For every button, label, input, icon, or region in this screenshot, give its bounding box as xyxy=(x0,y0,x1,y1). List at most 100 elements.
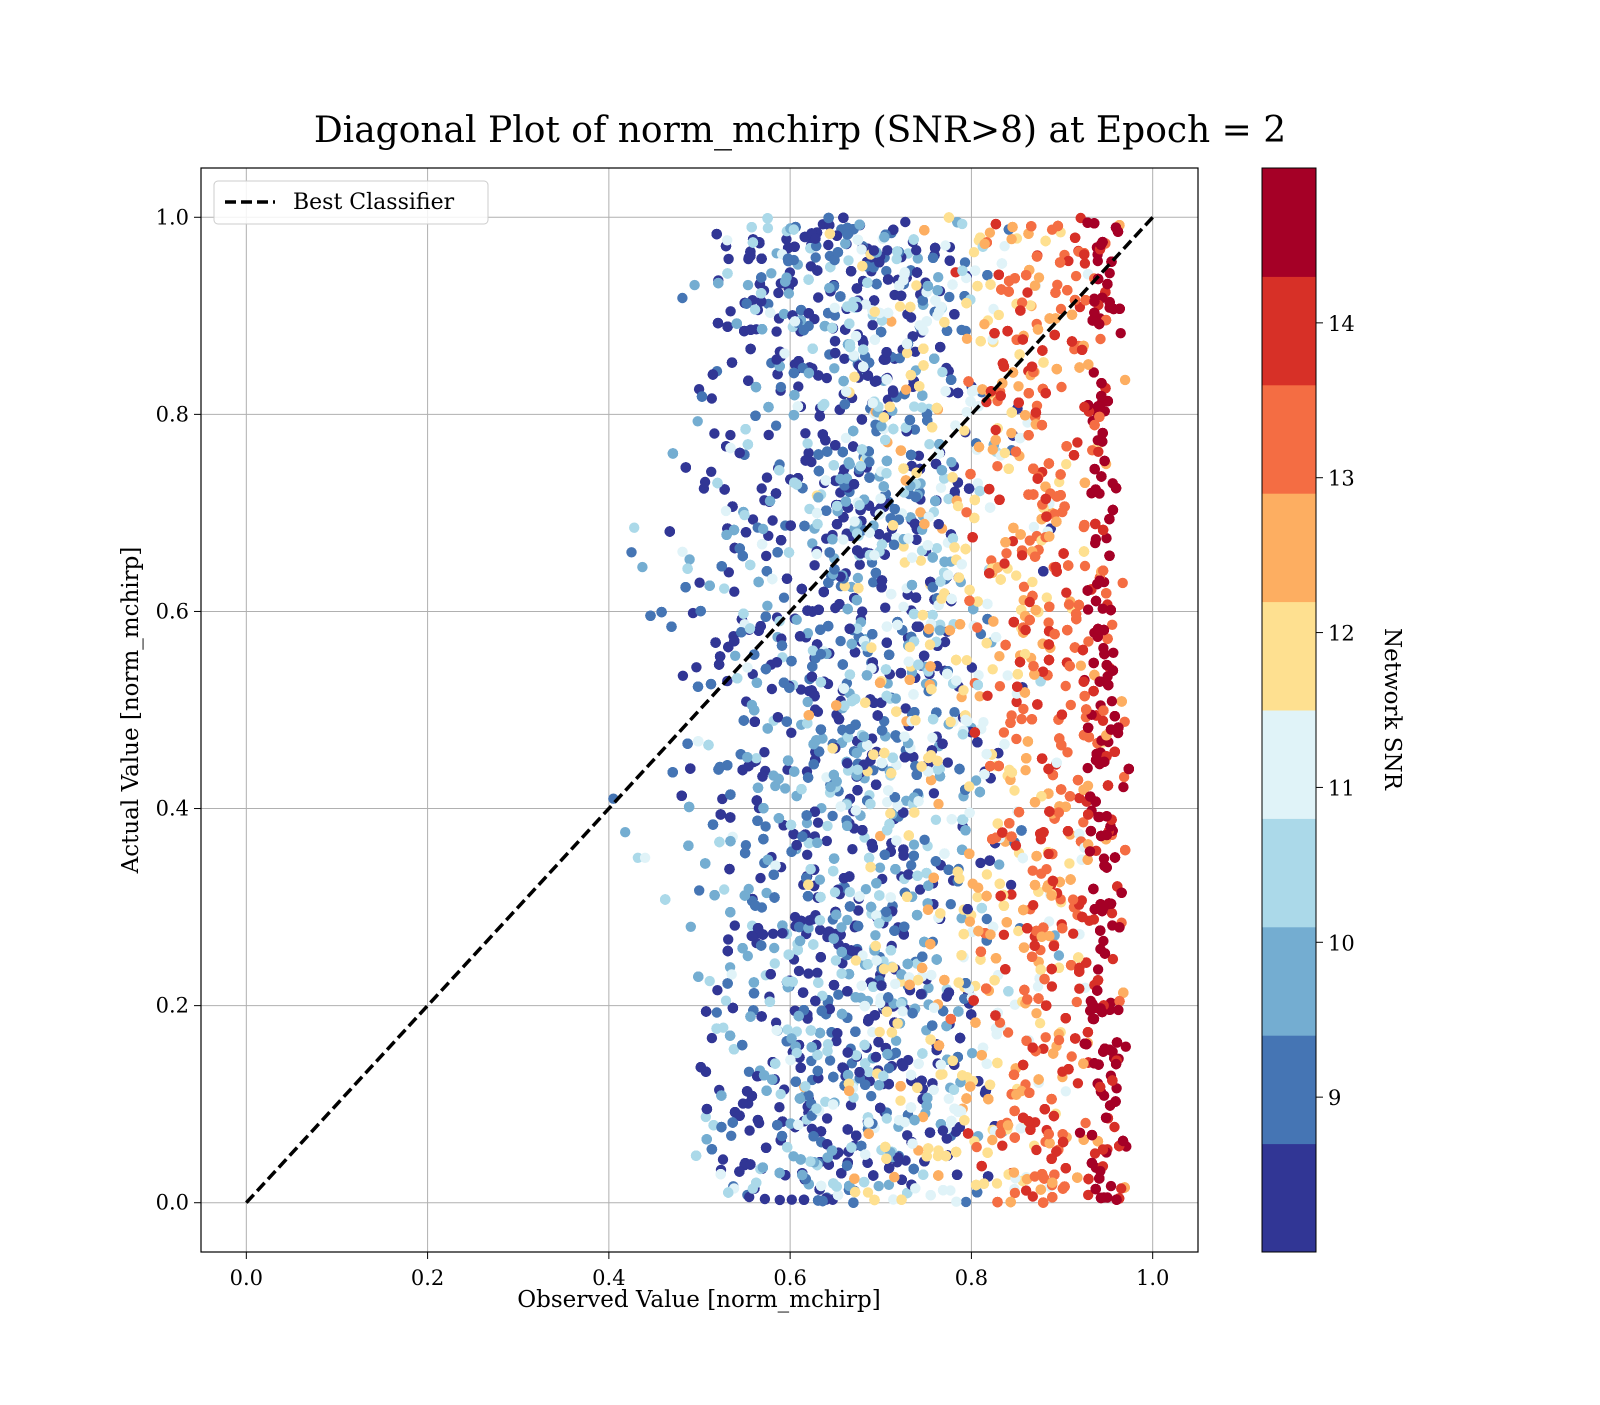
scatter-point xyxy=(843,1124,853,1134)
scatter-point xyxy=(724,864,734,874)
scatter-point xyxy=(1006,880,1016,890)
scatter-point xyxy=(1054,950,1064,960)
scatter-point xyxy=(756,621,766,631)
scatter-point xyxy=(758,834,768,844)
scatter-point xyxy=(726,1131,736,1141)
scatter-point xyxy=(840,238,850,248)
scatter-point xyxy=(757,483,767,493)
scatter-point xyxy=(803,772,813,782)
scatter-point xyxy=(629,523,639,533)
scatter-point xyxy=(712,229,722,239)
scatter-point xyxy=(847,844,857,854)
scatter-point xyxy=(800,428,810,438)
scatter-point xyxy=(874,529,884,539)
scatter-point xyxy=(931,815,941,825)
scatter-point xyxy=(845,887,855,897)
scatter-point xyxy=(909,851,919,861)
scatter-point xyxy=(955,1033,965,1043)
scatter-point xyxy=(774,1102,784,1112)
scatter-point xyxy=(761,664,771,674)
scatter-point xyxy=(691,662,701,672)
scatter-point xyxy=(949,309,959,319)
scatter-point xyxy=(685,763,695,773)
scatter-point xyxy=(741,527,751,537)
scatter-point xyxy=(1038,566,1048,576)
scatter-point xyxy=(873,710,883,720)
scatter-point xyxy=(640,853,650,863)
scatter-point xyxy=(700,477,710,487)
scatter-point xyxy=(834,714,844,724)
scatter-point xyxy=(723,254,733,264)
scatter-point xyxy=(883,274,893,284)
scatter-point xyxy=(758,929,768,939)
scatter-point xyxy=(773,288,783,298)
scatter-point xyxy=(916,989,926,999)
scatter-point xyxy=(771,421,781,431)
scatter-point xyxy=(730,651,740,661)
scatter-point xyxy=(716,809,726,819)
scatter-point xyxy=(944,292,954,302)
scatter-point xyxy=(771,326,781,336)
scatter-point xyxy=(857,825,867,835)
scatter-point xyxy=(723,946,733,956)
scatter-point xyxy=(815,925,825,935)
scatter-point xyxy=(776,382,786,392)
scatter-point xyxy=(827,534,837,544)
scatter-point xyxy=(707,1033,717,1043)
scatter-point xyxy=(839,354,849,364)
scatter-point xyxy=(825,1055,835,1065)
scatter-points xyxy=(608,212,1134,1208)
scatter-point xyxy=(709,428,719,438)
scatter-point xyxy=(705,581,715,591)
scatter-point xyxy=(803,891,813,901)
scatter-point xyxy=(779,593,789,603)
scatter-point xyxy=(800,455,810,465)
scatter-point xyxy=(740,848,750,858)
scatter-point xyxy=(813,818,823,828)
scatter-point xyxy=(840,399,850,409)
scatter-point xyxy=(927,1020,937,1030)
scatter-point xyxy=(880,850,890,860)
scatter-point xyxy=(829,363,839,373)
scatter-point xyxy=(762,601,772,611)
scatter-point xyxy=(757,771,767,781)
scatter-point xyxy=(707,1144,717,1154)
scatter-point xyxy=(723,934,733,944)
scatter-point xyxy=(838,213,848,223)
scatter-point xyxy=(924,439,934,449)
scatter-point xyxy=(917,952,927,962)
scatter-point xyxy=(829,980,839,990)
scatter-point xyxy=(911,245,921,255)
scatter-point xyxy=(852,595,862,605)
scatter-point xyxy=(709,890,719,900)
scatter-point xyxy=(777,1131,787,1141)
scatter-point xyxy=(725,306,735,316)
scatter-point xyxy=(696,1062,706,1072)
scatter-point xyxy=(738,551,748,561)
scatter-point xyxy=(953,388,963,398)
scatter-point xyxy=(728,1117,738,1127)
scatter-point xyxy=(782,574,792,584)
scatter-point xyxy=(775,1195,785,1205)
scatter-point xyxy=(813,292,823,302)
scatter-point xyxy=(853,573,863,583)
scatter-point xyxy=(835,636,845,646)
chart-title: Diagonal Plot of norm_mchirp (SNR>8) at … xyxy=(314,110,1286,151)
scatter-point xyxy=(848,441,858,451)
scatter-point xyxy=(798,987,808,997)
scatter-point xyxy=(712,1007,722,1017)
scatter-point xyxy=(802,850,812,860)
scatter-point xyxy=(852,785,862,795)
scatter-point xyxy=(827,811,837,821)
scatter-point xyxy=(656,607,666,617)
scatter-point xyxy=(756,940,766,950)
scatter-point xyxy=(677,791,687,801)
scatter-point xyxy=(946,899,956,909)
scatter-point xyxy=(875,1103,885,1113)
scatter-point xyxy=(678,671,688,681)
scatter-point xyxy=(933,272,943,282)
scatter-point xyxy=(794,966,804,976)
scatter-point xyxy=(945,256,955,266)
